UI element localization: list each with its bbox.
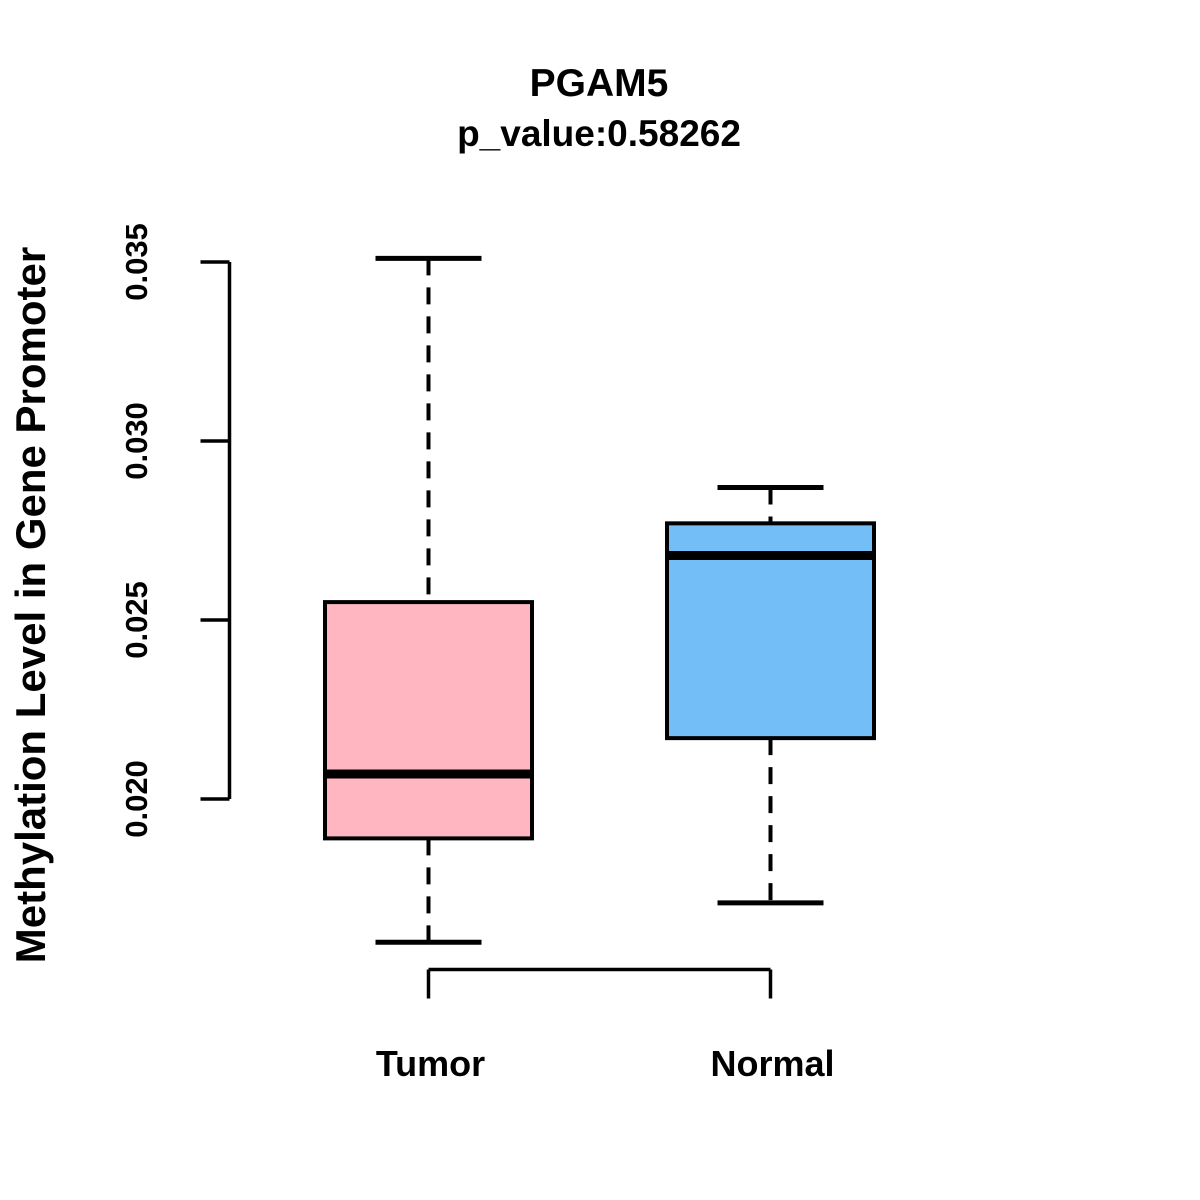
y-tick-label: 0.020 (119, 760, 154, 838)
y-tick-label: 0.035 (119, 223, 154, 301)
chart-title: PGAM5 (529, 62, 669, 105)
x-category-label-normal: Normal (710, 1043, 834, 1084)
chart-subtitle-pvalue: p_value:0.58262 (457, 113, 741, 154)
x-category-label-tumor: Tumor (376, 1043, 485, 1084)
y-axis-title: Methylation Level in Gene Promoter (7, 246, 54, 964)
box-tumor (323, 600, 534, 841)
y-tick-label: 0.025 (119, 581, 154, 659)
y-tick-label: 0.030 (119, 402, 154, 480)
